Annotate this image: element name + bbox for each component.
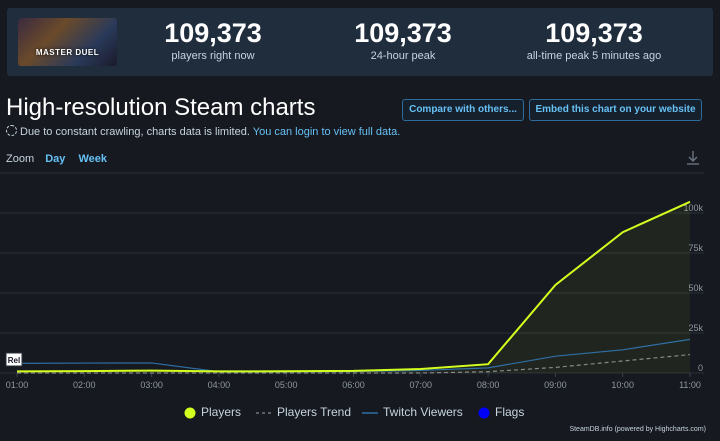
players-marker-icon xyxy=(184,407,196,419)
flag-label: Rel xyxy=(8,356,20,365)
legend-label: Players xyxy=(201,405,242,419)
game-logo-text: MASTER DUEL xyxy=(35,48,100,57)
x-tick-label: 02:00 xyxy=(73,380,96,390)
zoom-controls: Zoom Day Week xyxy=(6,153,117,165)
legend-label: Players Trend xyxy=(277,405,352,419)
login-link[interactable]: You can login to view full data. xyxy=(252,126,401,138)
embed-chart-button[interactable]: Embed this chart on your website xyxy=(529,99,702,121)
stats-bar: MASTER DUEL 109,373 players right now 10… xyxy=(7,8,713,76)
zoom-label: Zoom xyxy=(6,153,35,165)
stat-value: 109,373 xyxy=(545,18,643,48)
flag-marker xyxy=(5,352,23,367)
stat-label: 24-hour peak xyxy=(370,50,436,62)
chart-credit[interactable]: SteamDB.info (powered by Highcharts.com) xyxy=(569,426,706,433)
chart-title: High-resolution Steam charts xyxy=(6,94,316,121)
x-tick-label: 11:00 xyxy=(679,380,701,390)
x-tick-label: 04:00 xyxy=(208,380,231,390)
zoom-day-button[interactable]: Day xyxy=(45,153,66,165)
dashed-line-icon xyxy=(256,412,272,414)
x-tick-label: 09:00 xyxy=(544,380,567,390)
legend-item-players-trend[interactable]: Players Trend xyxy=(256,405,351,419)
x-tick-label: 10:00 xyxy=(611,380,634,390)
legend-item-flags[interactable]: Flags xyxy=(478,405,524,419)
zoom-week-button[interactable]: Week xyxy=(78,153,107,165)
x-tick-label: 08:00 xyxy=(477,380,500,390)
y-tick-label: 75k xyxy=(688,243,703,253)
loading-icon xyxy=(6,125,17,136)
x-tick-label: 05:00 xyxy=(275,380,298,390)
series-line-players xyxy=(16,200,691,373)
game-logo[interactable]: MASTER DUEL xyxy=(18,18,117,66)
y-tick-label: 0 xyxy=(698,363,703,373)
compare-button[interactable]: Compare with others... xyxy=(402,99,524,121)
download-icon[interactable] xyxy=(686,150,700,166)
legend-label: Flags xyxy=(495,405,525,419)
stat-label: all-time peak 5 minutes ago xyxy=(526,50,662,62)
legend-item-twitch-viewers[interactable]: Twitch Viewers xyxy=(362,405,463,419)
players-chart[interactable]: 0 25k 50k 75k 100k 01:00 02:00 03:00 04:00 05:00 0… xyxy=(0,170,720,395)
stat-all-time-peak: 109,373 all-time peak 5 minutes ago xyxy=(509,18,679,62)
chart-legend: Players Players Trend Twitch Viewers Fla… xyxy=(0,405,720,423)
x-tick-label: 07:00 xyxy=(410,380,433,390)
players-area xyxy=(17,201,690,373)
y-tick-label: 50k xyxy=(688,283,703,293)
stat-value: 109,373 xyxy=(164,18,262,48)
flags-marker-icon xyxy=(478,407,490,419)
y-tick-label: 100k xyxy=(683,203,703,213)
line-icon xyxy=(362,412,378,414)
stat-label: players right now xyxy=(171,50,255,62)
stat-24h-peak: 109,373 24-hour peak xyxy=(318,18,488,62)
notice-text: Due to constant crawling, charts data is… xyxy=(20,126,250,138)
data-limited-notice: Due to constant crawling, charts data is… xyxy=(6,125,400,138)
y-tick-label: 25k xyxy=(688,323,703,333)
x-tick-label: 01:00 xyxy=(6,380,29,390)
legend-item-players[interactable]: Players xyxy=(184,405,241,419)
series-line-players-trend xyxy=(17,354,691,374)
stat-current-players: 109,373 players right now xyxy=(128,18,298,62)
x-tick-label: 03:00 xyxy=(140,380,163,390)
stat-value: 109,373 xyxy=(354,18,452,48)
legend-label: Twitch Viewers xyxy=(383,405,463,419)
x-tick-label: 06:00 xyxy=(342,380,365,390)
